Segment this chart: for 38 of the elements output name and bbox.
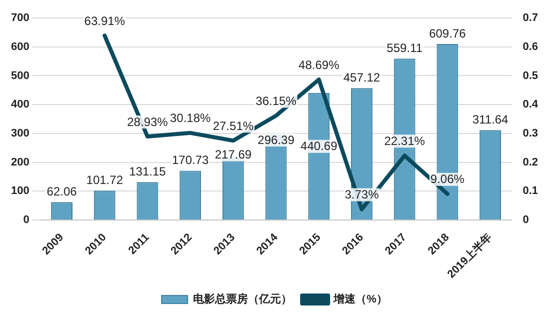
y2-tick-label: 0.1 bbox=[522, 185, 538, 198]
data-label: 609.76 bbox=[429, 26, 466, 40]
y2-tick-label: 0.2 bbox=[522, 156, 538, 168]
y-tick-label: 0 bbox=[23, 214, 30, 226]
y2-tick-label: 0.5 bbox=[522, 70, 538, 82]
data-label: 457.12 bbox=[343, 70, 380, 84]
data-label: 101.72 bbox=[86, 172, 124, 187]
y-tick-label: 100 bbox=[10, 185, 30, 198]
data-label: 36.15% bbox=[256, 94, 297, 108]
data-label: 440.69 bbox=[300, 139, 338, 154]
y-tick-label: 300 bbox=[10, 127, 30, 140]
y2-tick-label: 0.6 bbox=[522, 40, 538, 53]
data-label: 3.73% bbox=[344, 188, 380, 202]
y-tick-label: 600 bbox=[10, 40, 30, 53]
data-label: 559.11 bbox=[386, 40, 423, 55]
data-label: 170.73 bbox=[172, 153, 210, 168]
data-label: 131.15 bbox=[129, 164, 166, 178]
legend-label: 增速（%） bbox=[332, 292, 388, 306]
data-label: 62.06 bbox=[46, 184, 78, 198]
data-label: 9.06% bbox=[430, 172, 465, 186]
data-label: 28.93% bbox=[127, 114, 168, 129]
y2-tick-label: 0.7 bbox=[522, 12, 538, 24]
y-tick-label: 700 bbox=[10, 12, 30, 24]
y-tick-label: 400 bbox=[10, 98, 30, 111]
data-label: 217.69 bbox=[214, 148, 252, 162]
data-label: 22.31% bbox=[384, 134, 426, 148]
y2-tick-label: 0.4 bbox=[522, 98, 539, 111]
data-label: 63.91% bbox=[84, 14, 126, 28]
y-tick-label: 200 bbox=[10, 156, 30, 168]
y2-tick-label: 0 bbox=[522, 214, 529, 226]
data-label: 48.69% bbox=[298, 58, 340, 72]
data-label: 296.39 bbox=[258, 132, 295, 147]
data-label: 30.18% bbox=[170, 111, 212, 126]
y-tick-label: 500 bbox=[10, 70, 30, 82]
data-label: 311.64 bbox=[472, 112, 509, 126]
data-label: 27.51% bbox=[212, 118, 254, 133]
legend-label: 电影总票房（亿元） bbox=[193, 292, 292, 306]
y2-tick-label: 0.3 bbox=[522, 127, 538, 140]
